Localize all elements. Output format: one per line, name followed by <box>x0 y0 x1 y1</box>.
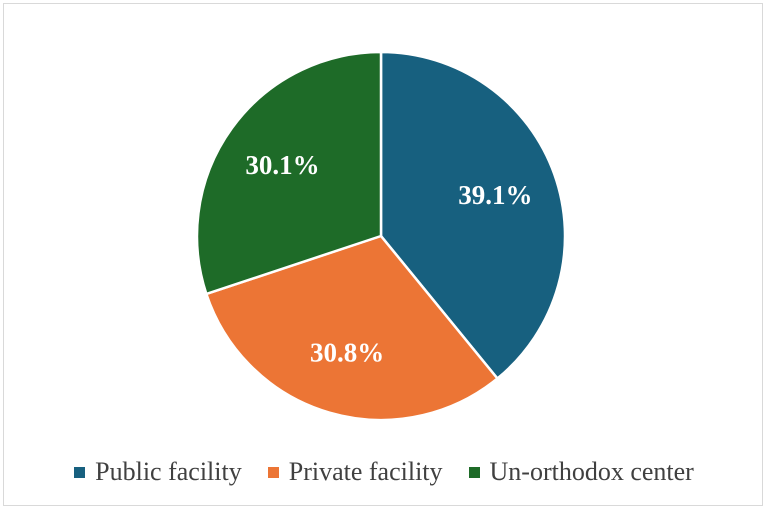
legend-item-public-facility: Public facility <box>74 457 242 487</box>
legend-label-private-facility: Private facility <box>288 457 443 486</box>
pie-slice-private-facility <box>204 234 500 422</box>
legend-item-private-facility: Private facility <box>267 457 443 487</box>
legend-swatch-un-orthodox-center <box>468 466 480 478</box>
slice-label-private-facility: 30.8% <box>310 338 384 368</box>
pie-slice-public-facility <box>379 50 567 381</box>
legend-label-un-orthodox-center: Un-orthodox center <box>489 457 694 486</box>
pie-slice-un-orthodox-center <box>195 50 383 296</box>
legend-item-un-orthodox-center: Un-orthodox center <box>468 457 694 487</box>
legend: Public facility Private facility Un-orth… <box>0 454 768 490</box>
slice-label-un-orthodox-center: 30.1% <box>245 150 319 180</box>
slice-label-public-facility: 39.1% <box>458 180 532 210</box>
legend-label-public-facility: Public facility <box>95 457 242 486</box>
legend-swatch-private-facility <box>267 466 279 478</box>
legend-swatch-public-facility <box>74 466 86 478</box>
